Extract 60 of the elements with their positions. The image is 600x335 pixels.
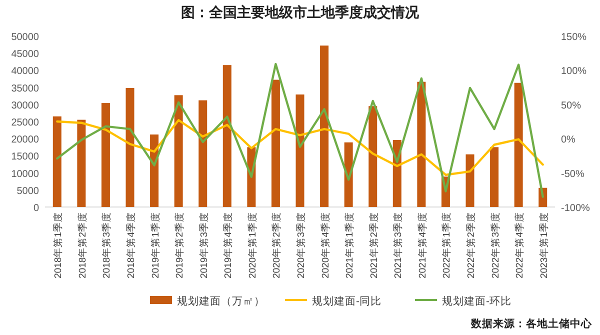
line-series [56, 62, 544, 198]
bar [222, 65, 232, 207]
x-tick-label: 2020年第2季度 [270, 212, 283, 278]
x-tick-label: 2018年第3季度 [100, 212, 113, 278]
bar [368, 106, 378, 207]
chart-title: 图：全国主要地级市土地季度成交情况 [181, 4, 420, 20]
x-tick-label: 2022年第1季度 [440, 212, 453, 278]
y-tick-label: 30000 [11, 100, 40, 112]
x-tick-label: 2019年第1季度 [149, 212, 162, 278]
y-tick-label: 40000 [11, 66, 40, 78]
x-tick-label: 2018年第4季度 [125, 212, 137, 278]
y-tick-label: 45000 [11, 49, 40, 60]
x-tick-label: 2019年第3季度 [198, 212, 210, 278]
y-tick-label: 5000 [16, 186, 40, 197]
bar [101, 103, 110, 207]
x-tick-label: 2021年第4季度 [416, 212, 428, 278]
x-tick-label: 2022年第4季度 [514, 212, 526, 278]
bar [77, 120, 86, 207]
y-tick-label: 50000 [11, 32, 40, 43]
x-tick-label: 2021年第2季度 [368, 212, 380, 278]
y2-tick-label: 0% [561, 134, 576, 146]
y-tick-label: 25000 [11, 118, 40, 128]
bar [417, 82, 426, 207]
x-tick-label: 2022年第3季度 [489, 212, 502, 278]
y-tick-label: 20000 [11, 134, 40, 146]
y2-tick-label: 50% [561, 100, 582, 112]
bar [466, 154, 474, 207]
x-tick-label: 2021年第3季度 [392, 212, 404, 278]
x-tick-label: 2018年第2季度 [76, 212, 88, 278]
x-tick-label: 2019年第4季度 [222, 212, 234, 278]
x-tick-label: 2021年第1季度 [344, 212, 356, 278]
y-tick-label: 10000 [11, 168, 40, 180]
y-tick-label: 35000 [11, 83, 40, 94]
legend-label: 规划建面（万㎡） [177, 294, 265, 308]
bar [198, 100, 208, 207]
bar [126, 88, 134, 207]
y2-tick-label: 150% [561, 32, 587, 43]
x-tick-label: 2022年第2季度 [465, 212, 477, 278]
x-tick-label: 2023年第1季度 [538, 212, 550, 278]
y2-tick-label: -50% [561, 168, 584, 180]
x-tick-label: 2020年第4季度 [319, 212, 332, 278]
x-tick-label: 2018年第1季度 [52, 212, 64, 278]
y-tick-label: 0 [33, 203, 40, 214]
x-tick-label: 2020年第1季度 [246, 212, 258, 278]
source-note: 数据来源：各地土储中心 [470, 317, 593, 330]
y2-tick-label: -100% [561, 203, 590, 214]
x-tick-label: 2019年第2季度 [174, 212, 186, 278]
legend-label: 规划建面-环比 [442, 294, 512, 308]
legend-label: 规划建面-同比 [312, 294, 382, 308]
bar [52, 116, 62, 207]
y2-tick-label: 100% [561, 66, 587, 78]
y-tick-label: 15000 [11, 152, 40, 163]
bar [296, 94, 304, 207]
bar [514, 82, 523, 207]
x-tick-label: 2020年第3季度 [295, 212, 307, 278]
line-series [56, 119, 544, 176]
bar [174, 95, 183, 207]
bar [320, 46, 329, 207]
bar [490, 147, 499, 207]
bar [271, 80, 280, 207]
